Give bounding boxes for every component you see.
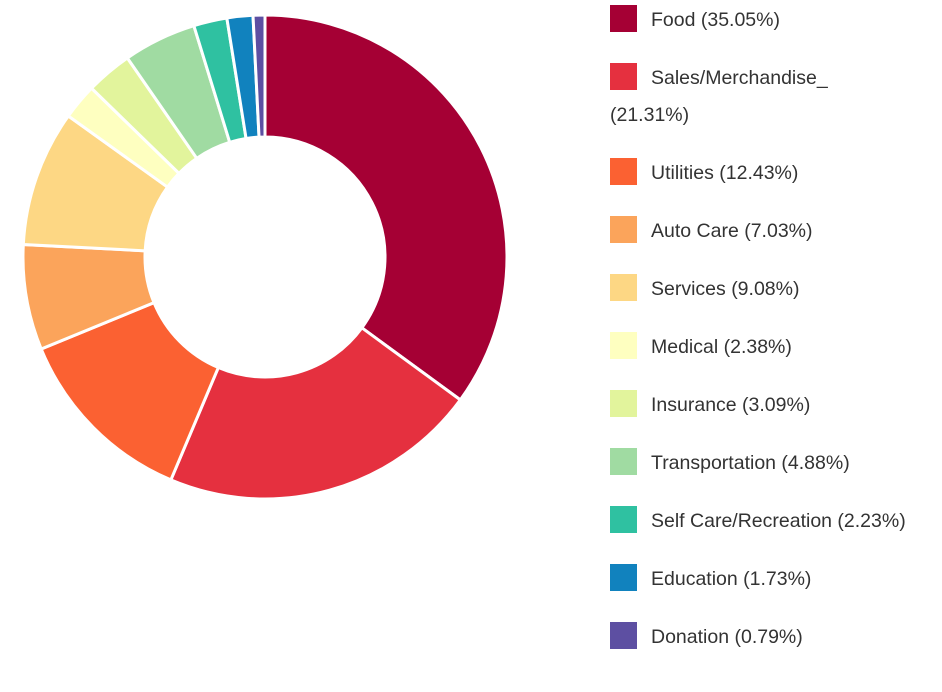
legend-swatch — [610, 390, 637, 418]
legend-item: Self Care/Recreation (2.23%) — [610, 503, 906, 540]
legend-swatch — [610, 622, 637, 650]
legend-label: Self Care/Recreation (2.23%) — [651, 510, 906, 532]
legend-item: Donation (0.79%) — [610, 619, 906, 656]
legend-item: Sales/Merchandise_ (21.31%) — [610, 60, 906, 134]
legend-label: Services (9.08%) — [651, 278, 800, 300]
legend-item: Insurance (3.09%) — [610, 387, 906, 424]
legend-label: Auto Care (7.03%) — [651, 220, 813, 242]
legend-item: Food (35.05%) — [610, 2, 906, 39]
legend-swatch — [610, 332, 637, 360]
legend-label: Sales/Merchandise_ (21.31%) — [610, 67, 828, 126]
legend-label: Education (1.73%) — [651, 568, 812, 590]
legend-label: Transportation (4.88%) — [651, 452, 850, 474]
legend-item: Medical (2.38%) — [610, 329, 906, 366]
legend-item: Education (1.73%) — [610, 561, 906, 598]
donut-slice — [263, 13, 509, 402]
legend-label: Medical (2.38%) — [651, 336, 792, 358]
donut-slice — [168, 325, 463, 501]
legend-item: Utilities (12.43%) — [610, 155, 906, 192]
legend-label: Donation (0.79%) — [651, 626, 803, 648]
legend-swatch — [610, 5, 637, 33]
legend-swatch — [610, 216, 637, 244]
legend: Food (35.05%) Sales/Merchandise_ (21.31%)… — [610, 2, 906, 677]
legend-swatch — [610, 448, 637, 476]
legend-item: Transportation (4.88%) — [610, 445, 906, 482]
legend-label: Utilities (12.43%) — [651, 162, 799, 184]
legend-item: Auto Care (7.03%) — [610, 213, 906, 250]
legend-label: Insurance (3.09%) — [651, 394, 811, 416]
legend-item: Services (9.08%) — [610, 271, 906, 308]
legend-swatch — [610, 564, 637, 592]
legend-swatch — [610, 158, 637, 186]
legend-swatch — [610, 274, 637, 302]
donut-slice — [251, 13, 267, 139]
chart — [21, 13, 509, 501]
legend-swatch — [610, 63, 637, 91]
legend-label: Food (35.05%) — [651, 9, 780, 31]
legend-swatch — [610, 506, 637, 534]
